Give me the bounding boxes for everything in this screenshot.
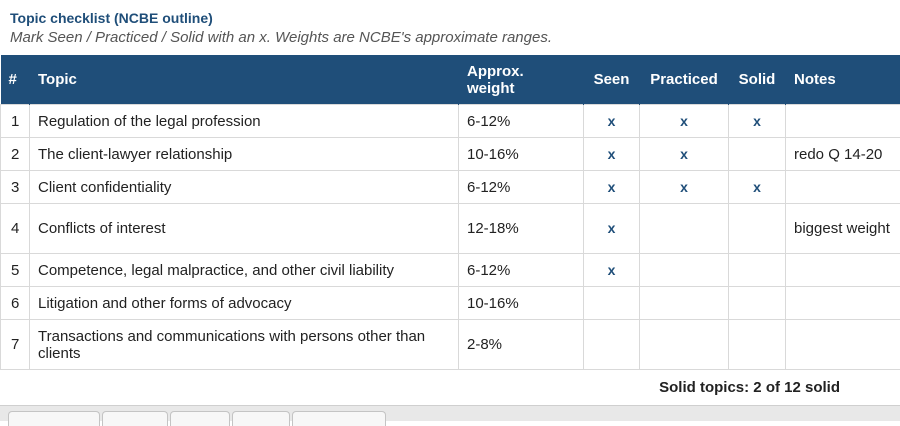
row-number[interactable]: 7 bbox=[1, 320, 30, 370]
notes-cell[interactable] bbox=[786, 287, 900, 320]
weight-cell[interactable]: 6-12% bbox=[459, 171, 584, 204]
column-header-solid[interactable]: Solid bbox=[729, 55, 786, 105]
row-number[interactable]: 3 bbox=[1, 171, 30, 204]
table-row: 5 Competence, legal malpractice, and oth… bbox=[1, 254, 900, 287]
sheet-tab[interactable] bbox=[102, 411, 168, 426]
seen-cell[interactable]: x bbox=[584, 105, 640, 138]
table-row: 2 The client-lawyer relationship 10-16% … bbox=[1, 138, 900, 171]
topic-cell[interactable]: Client confidentiality bbox=[30, 171, 459, 204]
weight-cell[interactable]: 10-16% bbox=[459, 138, 584, 171]
seen-cell[interactable]: x bbox=[584, 138, 640, 171]
notes-cell[interactable] bbox=[786, 171, 900, 204]
column-header-weight[interactable]: Approx. weight bbox=[459, 55, 584, 105]
solid-cell[interactable] bbox=[729, 320, 786, 370]
solid-cell[interactable] bbox=[729, 138, 786, 171]
solid-cell[interactable] bbox=[729, 287, 786, 320]
practiced-cell[interactable] bbox=[640, 320, 729, 370]
weight-cell[interactable]: 10-16% bbox=[459, 287, 584, 320]
topic-cell[interactable]: Transactions and communications with per… bbox=[30, 320, 459, 370]
practiced-cell[interactable] bbox=[640, 287, 729, 320]
weight-cell[interactable]: 12-18% bbox=[459, 204, 584, 254]
sheet-subtitle: Mark Seen / Practiced / Solid with an x.… bbox=[10, 29, 552, 46]
column-header-seen[interactable]: Seen bbox=[584, 55, 640, 105]
sheet-tab[interactable] bbox=[232, 411, 290, 426]
practiced-cell[interactable]: x bbox=[640, 105, 729, 138]
table-row: 1 Regulation of the legal profession 6-1… bbox=[1, 105, 900, 138]
topic-cell[interactable]: Regulation of the legal profession bbox=[30, 105, 459, 138]
row-number[interactable]: 1 bbox=[1, 105, 30, 138]
notes-cell[interactable]: biggest weight bbox=[786, 204, 900, 254]
notes-cell[interactable] bbox=[786, 105, 900, 138]
seen-cell[interactable]: x bbox=[584, 204, 640, 254]
notes-cell[interactable] bbox=[786, 320, 900, 370]
notes-cell[interactable] bbox=[786, 254, 900, 287]
sheet-tab[interactable] bbox=[292, 411, 386, 426]
practiced-cell[interactable] bbox=[640, 204, 729, 254]
solid-cell[interactable]: x bbox=[729, 171, 786, 204]
seen-cell[interactable] bbox=[584, 287, 640, 320]
table-header-row: # Topic Approx. weight Seen Practiced So… bbox=[1, 55, 900, 105]
solid-cell[interactable] bbox=[729, 254, 786, 287]
solid-topics-summary: Solid topics: 2 of 12 solid bbox=[659, 379, 840, 396]
sheet-tab[interactable] bbox=[8, 411, 100, 426]
row-number[interactable]: 5 bbox=[1, 254, 30, 287]
row-number[interactable]: 2 bbox=[1, 138, 30, 171]
seen-cell[interactable]: x bbox=[584, 171, 640, 204]
table-row: 6 Litigation and other forms of advocacy… bbox=[1, 287, 900, 320]
practiced-cell[interactable]: x bbox=[640, 171, 729, 204]
topic-cell[interactable]: The client-lawyer relationship bbox=[30, 138, 459, 171]
column-header-notes[interactable]: Notes bbox=[786, 55, 900, 105]
table-row: 7 Transactions and communications with p… bbox=[1, 320, 900, 370]
sheet-tab-bar bbox=[0, 405, 900, 421]
table-row: 4 Conflicts of interest 12-18% x biggest… bbox=[1, 204, 900, 254]
topic-checklist-table: # Topic Approx. weight Seen Practiced So… bbox=[0, 55, 900, 370]
column-header-num[interactable]: # bbox=[1, 55, 30, 105]
seen-cell[interactable] bbox=[584, 320, 640, 370]
weight-cell[interactable]: 6-12% bbox=[459, 254, 584, 287]
sheet-title: Topic checklist (NCBE outline) bbox=[10, 10, 213, 26]
solid-cell[interactable]: x bbox=[729, 105, 786, 138]
topic-cell[interactable]: Conflicts of interest bbox=[30, 204, 459, 254]
column-header-practiced[interactable]: Practiced bbox=[640, 55, 729, 105]
weight-cell[interactable]: 2-8% bbox=[459, 320, 584, 370]
practiced-cell[interactable]: x bbox=[640, 138, 729, 171]
column-header-topic[interactable]: Topic bbox=[30, 55, 459, 105]
notes-cell[interactable]: redo Q 14-20 bbox=[786, 138, 900, 171]
topic-cell[interactable]: Litigation and other forms of advocacy bbox=[30, 287, 459, 320]
row-number[interactable]: 6 bbox=[1, 287, 30, 320]
seen-cell[interactable]: x bbox=[584, 254, 640, 287]
row-number[interactable]: 4 bbox=[1, 204, 30, 254]
topic-cell[interactable]: Competence, legal malpractice, and other… bbox=[30, 254, 459, 287]
solid-cell[interactable] bbox=[729, 204, 786, 254]
practiced-cell[interactable] bbox=[640, 254, 729, 287]
sheet-tab[interactable] bbox=[170, 411, 230, 426]
weight-cell[interactable]: 6-12% bbox=[459, 105, 584, 138]
table-row: 3 Client confidentiality 6-12% x x x bbox=[1, 171, 900, 204]
